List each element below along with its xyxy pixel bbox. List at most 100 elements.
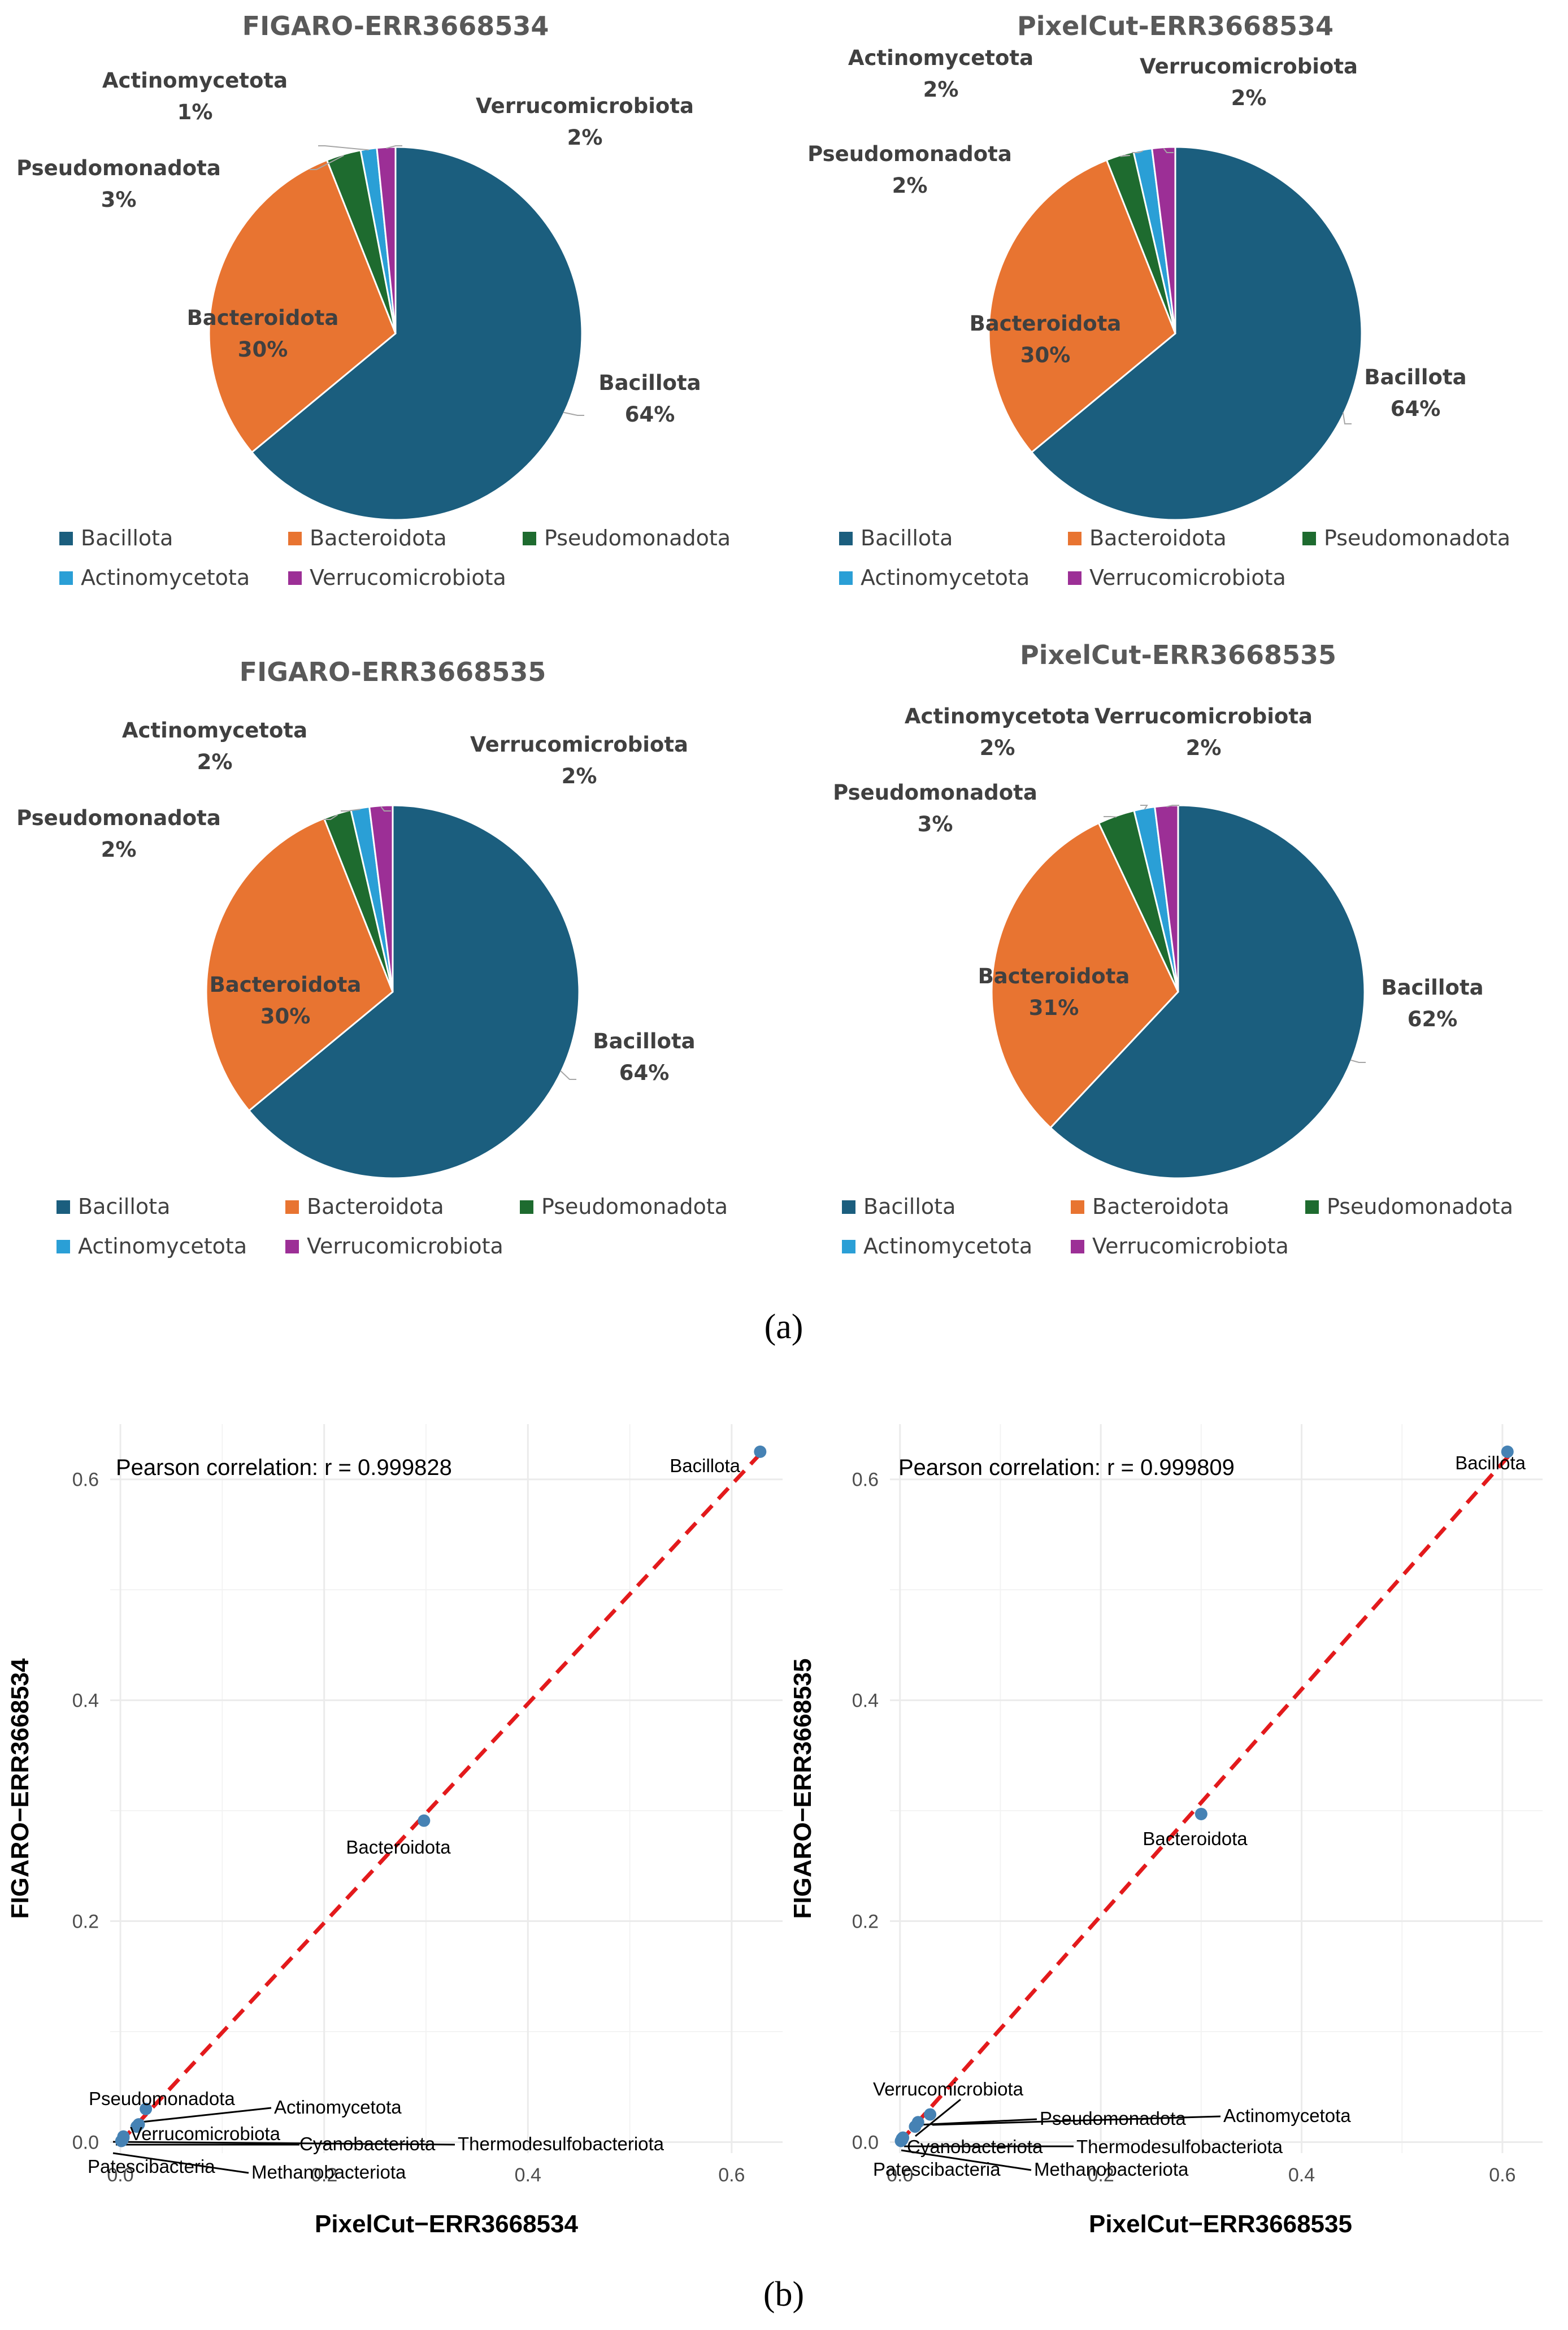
point-leader (141, 2107, 272, 2123)
leader-line (560, 1070, 576, 1080)
pie-slice-bacillota (1030, 146, 1363, 521)
slice-pct-pseudomonadota: 2% (101, 838, 137, 862)
legend-label-bacteroidota: Bacteroidota (307, 1194, 444, 1219)
slice-pct-bacillota: 62% (1408, 1007, 1458, 1031)
slice-pct-bacillota: 64% (1391, 397, 1441, 421)
scatter-plot-2: 0.0 0.0 0.2 0.2 0.4 0.4 0.6 0.6 Bacillota Bactero… (789, 1424, 1543, 2238)
point-leader (112, 2152, 249, 2174)
point-label-patescibacteria: Patescibacteria (88, 2156, 215, 2177)
x-axis-label: PixelCut−ERR3668535 (1089, 2210, 1352, 2238)
legend-label-verrucomicrobiota: Verrucomicrobiota (310, 565, 506, 590)
slice-pct-actinomycetota: 2% (923, 77, 959, 102)
data-point-bacteroidota (1195, 1807, 1208, 1820)
point-label-verrucomicrobiota: Verrucomicrobiota (873, 2079, 1024, 2099)
slice-label-pseudomonadota: Pseudomonadota (16, 156, 221, 180)
legend-swatch-bacillota (59, 532, 73, 545)
pie-title: PixelCut-ERR3668535 (1020, 640, 1336, 670)
slice-pct-pseudomonadota: 2% (892, 173, 928, 198)
slice-pct-bacteroidota: 30% (1020, 343, 1071, 367)
leader-line (341, 809, 360, 812)
point-label-cyanobacteriota: Cyanobacteriota (299, 2133, 436, 2154)
legend-label-verrucomicrobiota: Verrucomicrobiota (1089, 565, 1286, 590)
slice-label-bacteroidota: Bacteroidota (970, 311, 1122, 336)
slice-label-verrucomicrobiota: Verrucomicrobiota (476, 94, 694, 118)
legend-label-bacteroidota: Bacteroidota (1092, 1194, 1230, 1219)
point-label-methanobacteriota: Methanobacteriota (251, 2162, 406, 2183)
legend-label-pseudomonadota: Pseudomonadota (1327, 1194, 1513, 1219)
legend-swatch-actinomycetota (839, 571, 853, 585)
data-point-actinomycetota (911, 2116, 924, 2129)
legend-swatch-bacillota (839, 532, 853, 545)
point-label-bacteroidota: Bacteroidota (1143, 1828, 1248, 1849)
slice-label-actinomycetota: Actinomycetota (848, 46, 1033, 70)
legend-label-actinomycetota: Actinomycetota (78, 1234, 247, 1259)
pie-slice-bacteroidota (991, 822, 1179, 1129)
slice-pct-bacteroidota: 30% (238, 337, 288, 362)
slice-pct-verrucomicrobiota: 2% (567, 125, 603, 150)
point-label-verrucomicrobiota: Verrucomicrobiota (130, 2123, 281, 2144)
leader-line (1163, 148, 1174, 153)
legend-swatch-pseudomonadota (1305, 1200, 1319, 1214)
caption-b: (b) (763, 2275, 804, 2314)
data-point-methanobacteriota (896, 2133, 909, 2146)
scatter-plot-1: 0.0 0.0 0.2 0.2 0.4 0.4 0.6 0.6 Bacillota Bactero… (6, 1424, 783, 2238)
legend-label-bacillota: Bacillota (861, 526, 953, 550)
point-label-bacteroidota: Bacteroidota (346, 1837, 451, 1858)
x-tick-label: 0.0 (887, 2164, 913, 2186)
pearson-annotation: Pearson correlation: r = 0.999828 (116, 1455, 452, 1480)
slice-label-bacillota: Bacillota (1381, 975, 1483, 1000)
slice-label-bacillota: Bacillota (598, 371, 701, 395)
x-tick-label: 0.2 (1088, 2164, 1114, 2186)
slice-pct-verrucomicrobiota: 2% (562, 764, 597, 788)
slice-label-bacteroidota: Bacteroidota (210, 973, 362, 997)
leader-line (1166, 805, 1179, 808)
data-point-bacillota (754, 1445, 767, 1458)
pie-chart-figaro-err3668534: FIGARO-ERR3668534 Bacillota 64% Bacteroidot… (16, 11, 731, 590)
slice-pct-pseudomonadota: 3% (918, 812, 953, 836)
leader-line (1120, 155, 1131, 157)
x-tick-label: 0.4 (1288, 2164, 1315, 2186)
legend-label-pseudomonadota: Pseudomonadota (1324, 526, 1510, 550)
legend-swatch-verrucomicrobiota (285, 1240, 299, 1253)
caption-a: (a) (765, 1308, 803, 1346)
slice-label-bacillota: Bacillota (1364, 365, 1466, 389)
slice-pct-bacteroidota: 30% (260, 1004, 311, 1029)
legend-swatch-bacteroidota (1071, 1200, 1084, 1214)
y-tick-label: 0.6 (72, 1469, 99, 1491)
legend-swatch-actinomycetota (57, 1240, 70, 1253)
pie-slice-verrucomicrobiota (1150, 146, 1176, 334)
legend-swatch-bacteroidota (285, 1200, 299, 1214)
slice-pct-bacteroidota: 31% (1029, 996, 1079, 1020)
slice-pct-actinomycetota: 1% (177, 100, 213, 124)
slice-label-pseudomonadota: Pseudomonadota (16, 806, 221, 830)
slice-pct-bacillota: 64% (625, 402, 675, 427)
slice-label-pseudomonadota: Pseudomonadota (807, 142, 1012, 166)
y-tick-label: 0.2 (72, 1911, 99, 1933)
leader-line (1132, 150, 1143, 153)
leader-line (386, 145, 402, 149)
x-tick-label: 0.6 (1489, 2164, 1515, 2186)
legend-swatch-actinomycetota (842, 1240, 855, 1253)
point-label-patescibacteria: Patescibacteria (873, 2159, 1001, 2180)
y-tick-label: 0.4 (72, 1690, 99, 1712)
pie-title: FIGARO-ERR3668535 (240, 657, 546, 687)
legend-label-verrucomicrobiota: Verrucomicrobiota (1092, 1234, 1289, 1259)
pie-slice-bacteroidota (208, 159, 397, 454)
data-point-bacteroidota (418, 1814, 431, 1827)
pie-slice-verrucomicrobiota (376, 146, 397, 334)
slice-pct-verrucomicrobiota: 2% (1186, 736, 1222, 760)
slice-pct-verrucomicrobiota: 2% (1231, 86, 1267, 110)
slice-label-actinomycetota: Actinomycetota (102, 68, 288, 93)
slice-pct-actinomycetota: 2% (980, 736, 1015, 760)
legend-label-actinomycetota: Actinomycetota (81, 565, 250, 590)
legend-swatch-verrucomicrobiota (288, 571, 302, 585)
point-label-actinomycetota: Actinomycetota (274, 2097, 402, 2118)
y-axis-label: FIGARO−ERR3668535 (789, 1659, 816, 1919)
y-tick-label: 0.6 (852, 1469, 879, 1491)
legend-swatch-bacillota (57, 1200, 70, 1214)
leader-line (1350, 1059, 1366, 1063)
point-leader (901, 2149, 1032, 2171)
legend-swatch-pseudomonadota (520, 1200, 533, 1214)
slice-label-verrucomicrobiota: Verrucomicrobiota (1140, 54, 1358, 79)
x-tick-label: 0.6 (718, 2164, 745, 2186)
